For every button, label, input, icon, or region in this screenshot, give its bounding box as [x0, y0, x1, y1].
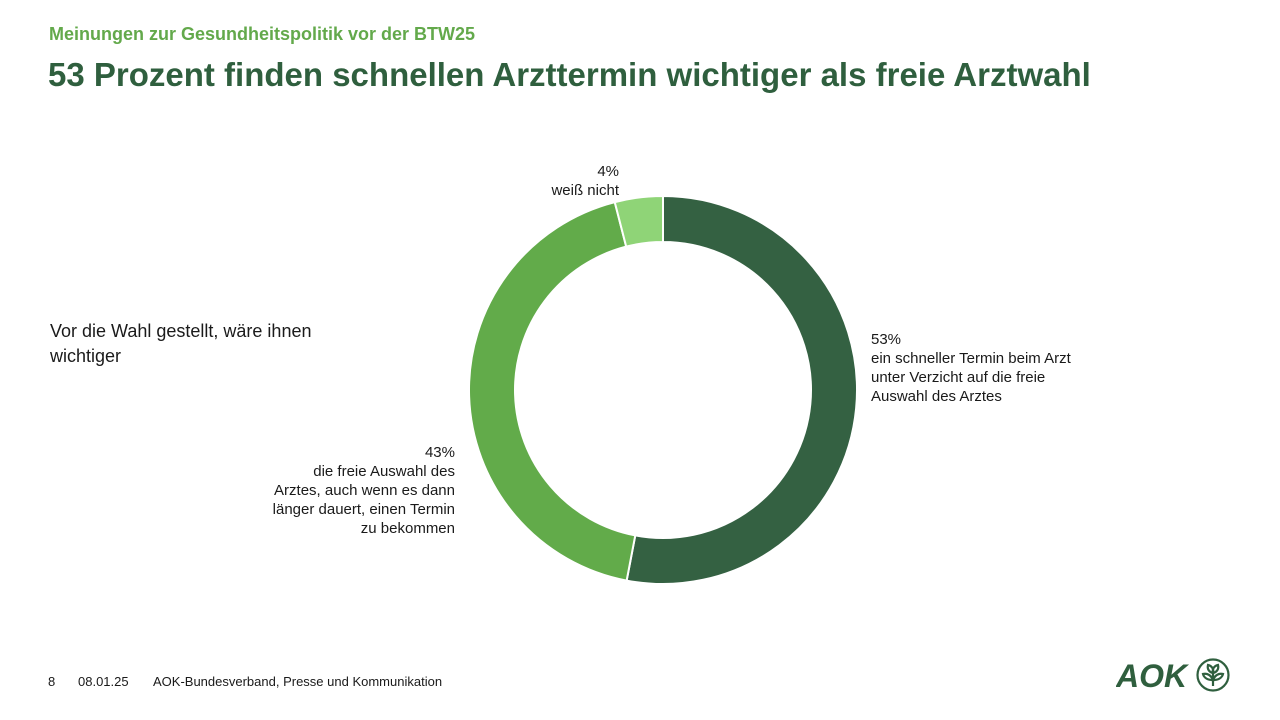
aok-logo: AOK — [1116, 658, 1230, 694]
slice-percent: 43% — [424, 444, 455, 461]
slide-kicker: Meinungen zur Gesundheitspolitik vor der… — [49, 24, 476, 44]
slice-percent: 53% — [871, 331, 902, 348]
page-number: 8 — [48, 674, 56, 689]
slice-description: weiß nicht — [551, 182, 619, 199]
slice-description: die freie Auswahl des Arztes, auch wenn … — [272, 463, 455, 537]
slice-label-free-choice: 43% die freie Auswahl des Arztes, auch w… — [208, 443, 455, 538]
slice-fast-appointment — [625, 194, 858, 585]
footer-source: AOK-Bundesverband, Presse und Kommunikat… — [153, 674, 443, 689]
slice-free-choice — [468, 200, 637, 582]
slice-label-dont-know: 4% weiß nicht — [480, 162, 619, 200]
logo-wordmark: AOK — [1116, 658, 1190, 694]
tree-icon — [1196, 658, 1230, 692]
footer-date: 08.01.25 — [78, 674, 129, 689]
slice-label-fast-appointment: 53% ein schneller Termin beim Arzt unter… — [871, 330, 1131, 406]
slice-percent: 4% — [597, 163, 619, 180]
slice-dont-know — [613, 194, 664, 248]
slice-description: ein schneller Termin beim Arzt unter Ver… — [871, 350, 1071, 405]
slide-headline: 53 Prozent finden schnellen Arzttermin w… — [48, 56, 1091, 93]
chart-question: Vor die Wahl gestellt, wäre ihnen wichti… — [50, 321, 312, 366]
